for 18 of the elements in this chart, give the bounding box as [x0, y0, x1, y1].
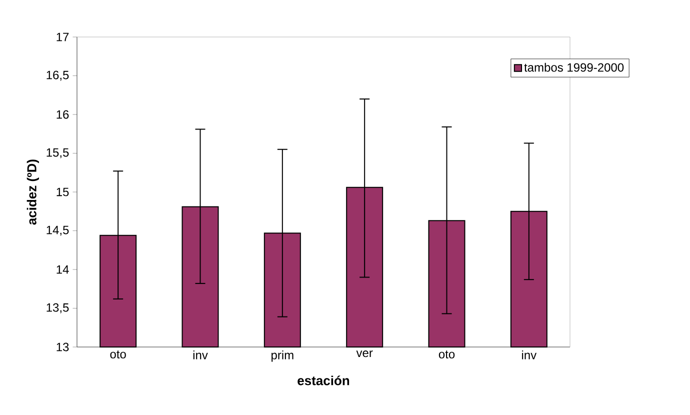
x-tick-label: inv: [193, 350, 208, 360]
x-tick-label: ver: [356, 350, 373, 358]
legend-label: tambos 1999-2000: [524, 62, 624, 72]
x-tick-label: oto: [110, 350, 126, 358]
x-tick-label: inv: [522, 350, 537, 360]
y-tick-label: 16: [56, 110, 69, 119]
y-tick-label: 14: [56, 265, 69, 274]
y-tick-label: 15: [56, 188, 69, 196]
x-axis-title: estación: [298, 376, 350, 386]
y-tick-label: 13: [56, 342, 69, 352]
x-tick-label: prim: [272, 350, 294, 362]
x-tick-label: oto: [438, 350, 455, 358]
y-tick-label: 14,5: [46, 226, 69, 236]
y-tick-label: 16,5: [46, 70, 69, 81]
y-axis-title: acidez (ºD): [26, 160, 39, 225]
y-tick-label: 15,5: [46, 148, 69, 158]
y-tick-label: 17: [56, 32, 69, 42]
y-tick-label: 13,5: [46, 303, 69, 314]
